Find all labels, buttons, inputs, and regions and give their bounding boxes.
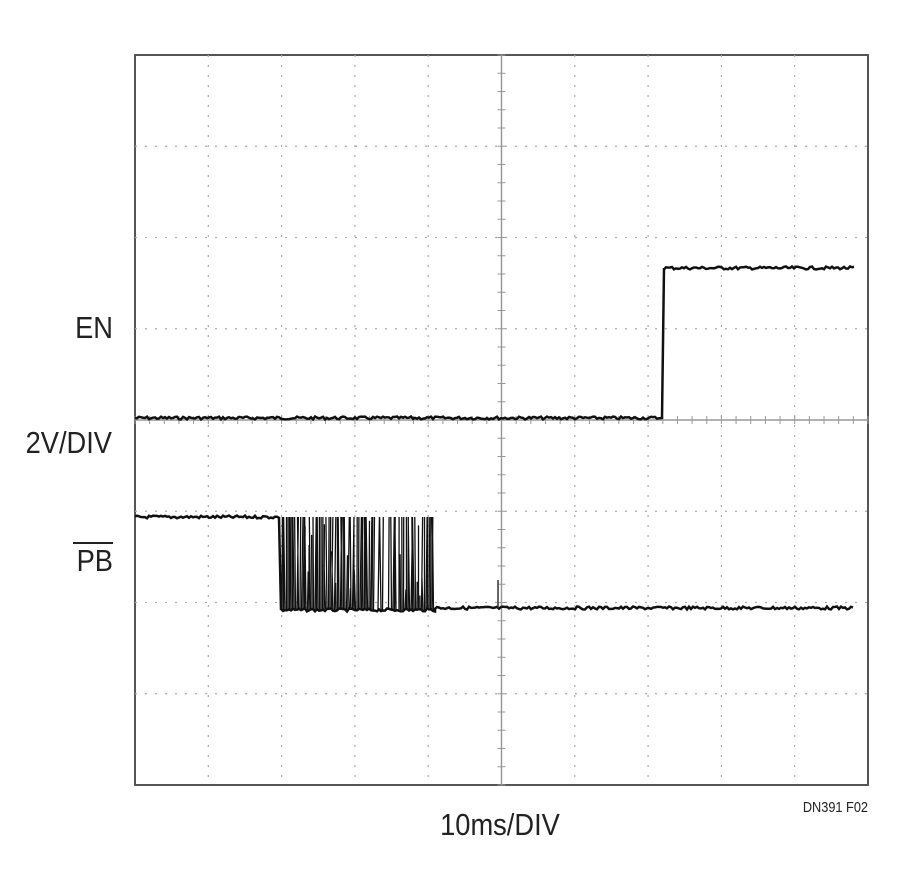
pb-label: PB <box>77 545 113 579</box>
grid <box>134 54 869 786</box>
pb-trace <box>134 513 854 614</box>
scale-t-label: 10ms/DIV <box>440 809 560 843</box>
en-trace <box>134 264 855 422</box>
figure-id: DN391 F02 <box>803 798 868 815</box>
pb-burst <box>281 516 435 611</box>
en-label: EN <box>75 312 113 346</box>
traces <box>134 264 855 614</box>
scale-v-label: 2V/DIV <box>26 427 113 461</box>
